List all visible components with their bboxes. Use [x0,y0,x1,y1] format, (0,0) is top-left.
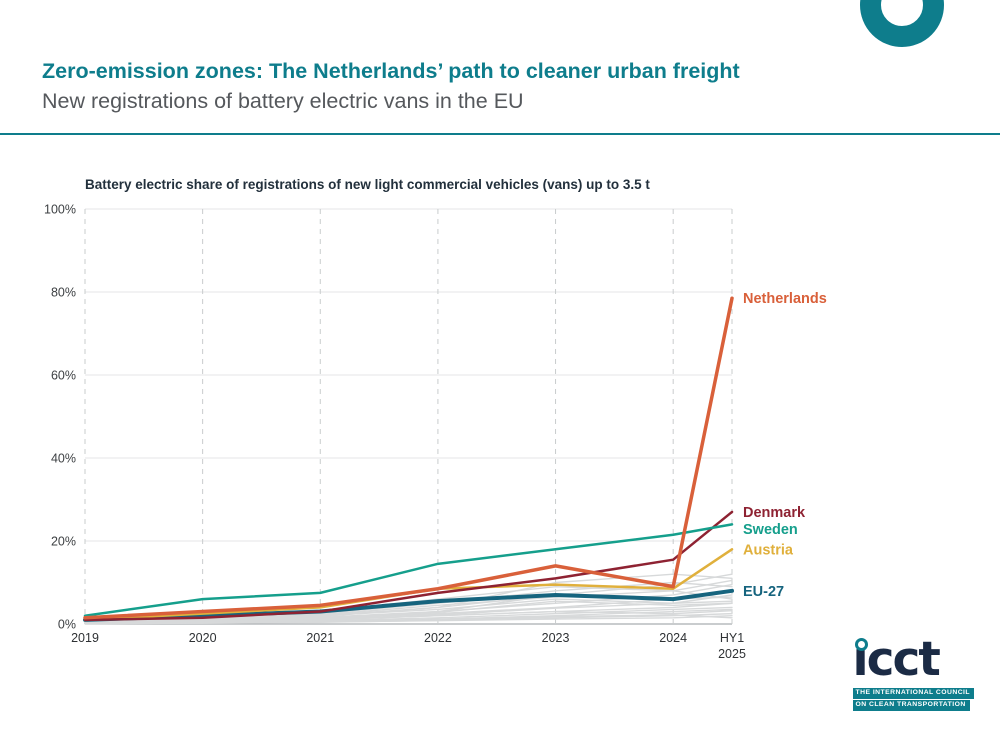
svg-text:2022: 2022 [424,631,452,645]
page-title: Zero-emission zones: The Netherlands’ pa… [42,59,740,83]
svg-text:EU-27: EU-27 [743,584,784,600]
svg-text:2023: 2023 [542,631,570,645]
icct-tagline-line1: THE INTERNATIONAL COUNCIL [852,688,974,700]
svg-text:80%: 80% [51,285,76,299]
svg-text:2020: 2020 [189,631,217,645]
svg-text:Netherlands: Netherlands [743,291,827,307]
icct-wordmark: ıcct [853,636,974,683]
page-subtitle: New registrations of battery electric va… [42,88,524,113]
svg-text:40%: 40% [51,451,76,465]
chart-section: Battery electric share of registrations … [38,177,1000,678]
header-divider [0,132,1000,135]
svg-text:20%: 20% [51,534,76,548]
svg-text:2019: 2019 [71,631,99,645]
icct-tagline-line2: ON CLEAN TRANSPORTATION [852,700,970,711]
svg-text:2025: 2025 [718,647,746,661]
svg-text:2024: 2024 [659,631,687,645]
header: Zero-emission zones: The Netherlands’ pa… [0,0,1000,115]
svg-text:HY1: HY1 [720,631,744,645]
svg-text:0%: 0% [58,617,76,631]
svg-text:2021: 2021 [306,631,334,645]
icct-i-dot-icon [854,638,868,652]
icct-logo: ıcct THE INTERNATIONAL COUNCIL ON CLEAN … [852,636,974,711]
svg-text:60%: 60% [51,368,76,382]
svg-text:100%: 100% [44,202,76,216]
icct-tagline: THE INTERNATIONAL COUNCIL ON CLEAN TRANS… [852,687,974,711]
line-chart: 0% 20% 40% 60% 80% 100% 2019 2020 2021 2022 2023 20… [44,202,827,661]
svg-text:Denmark: Denmark [743,505,806,521]
svg-text:Austria: Austria [743,542,794,558]
svg-text:Sweden: Sweden [743,522,798,538]
chart-title: Battery electric share of registrations … [85,176,650,192]
